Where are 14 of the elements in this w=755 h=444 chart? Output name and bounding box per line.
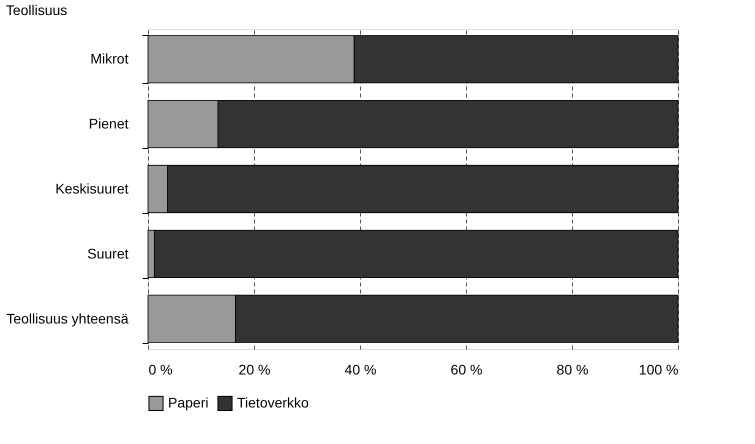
x-tick-label: 80 % <box>556 362 588 378</box>
y-tick-label: Mikrot <box>90 50 129 67</box>
x-tick-label: 60 % <box>450 362 482 378</box>
y-tick-label: Teollisuus yhteensä <box>6 310 129 326</box>
legend-label: Tietoverkko <box>237 394 310 410</box>
x-tick-label: 20 % <box>238 362 270 378</box>
legend-label: Paperi <box>168 394 208 410</box>
x-tick-label: 100 % <box>638 362 678 378</box>
chart-title: Teollisuus <box>6 2 68 18</box>
y-tick-label: Suuret <box>87 245 129 262</box>
x-tick-label: 0 % <box>148 362 173 378</box>
y-tick-label: Pienet <box>88 116 129 132</box>
y-tick-label: Keskisuuret <box>55 180 129 196</box>
x-tick-label: 40 % <box>344 362 376 378</box>
